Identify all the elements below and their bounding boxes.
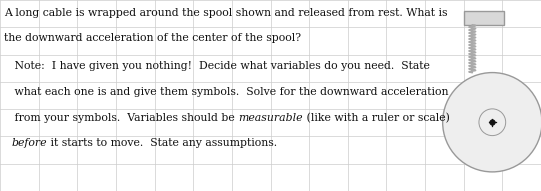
- Text: A long cable is wrapped around the spool shown and released from rest. What is: A long cable is wrapped around the spool…: [4, 8, 448, 18]
- Text: (like with a ruler or scale): (like with a ruler or scale): [303, 113, 450, 123]
- Ellipse shape: [479, 109, 506, 136]
- Text: measurable: measurable: [239, 113, 303, 123]
- Ellipse shape: [443, 73, 541, 172]
- Text: before: before: [12, 138, 48, 148]
- Text: Note:  I have given you nothing!  Decide what variables do you need.  State: Note: I have given you nothing! Decide w…: [4, 61, 430, 71]
- Text: the downward acceleration of the center of the spool?: the downward acceleration of the center …: [4, 33, 301, 43]
- Text: from your symbols.  Variables should be: from your symbols. Variables should be: [4, 113, 239, 123]
- Text: what each one is and give them symbols.  Solve for the downward acceleration: what each one is and give them symbols. …: [4, 87, 449, 97]
- Bar: [464, 11, 504, 25]
- Text: it starts to move.  State any assumptions.: it starts to move. State any assumptions…: [48, 138, 278, 148]
